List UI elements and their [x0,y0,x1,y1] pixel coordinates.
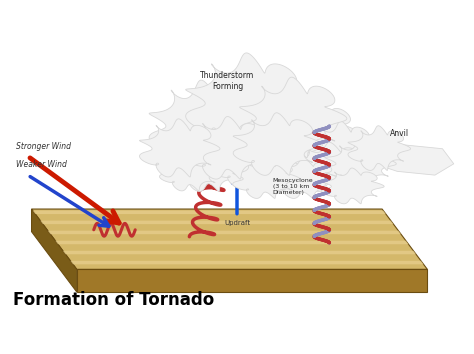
Text: Thunderstorm
Forming: Thunderstorm Forming [201,71,255,91]
Polygon shape [359,141,454,175]
Text: Weaker Wind: Weaker Wind [17,160,67,170]
Polygon shape [174,142,246,192]
Polygon shape [233,113,323,175]
Polygon shape [149,80,256,170]
Polygon shape [321,168,384,204]
Polygon shape [139,119,220,177]
Polygon shape [48,231,401,234]
Polygon shape [306,121,377,175]
Polygon shape [184,116,273,179]
Polygon shape [32,209,428,269]
Polygon shape [77,269,428,292]
Text: Anvil: Anvil [390,129,409,138]
Polygon shape [55,241,409,244]
Polygon shape [348,126,410,170]
Text: Formation of Tornado: Formation of Tornado [13,291,214,309]
Polygon shape [63,251,416,254]
Polygon shape [186,53,311,151]
Polygon shape [325,141,396,185]
Text: Stronger Wind: Stronger Wind [17,142,72,150]
Polygon shape [32,209,77,292]
Polygon shape [290,142,371,192]
Polygon shape [40,221,393,224]
Polygon shape [261,133,332,178]
Polygon shape [33,211,386,214]
Text: Updraft: Updraft [224,220,250,226]
Polygon shape [268,158,340,198]
Polygon shape [70,261,424,264]
Polygon shape [211,138,292,188]
Polygon shape [233,158,300,198]
Polygon shape [239,77,347,158]
Text: Mesocyclone
(3 to 10 km
Diameter): Mesocyclone (3 to 10 km Diameter) [273,178,313,195]
Polygon shape [279,102,359,164]
Polygon shape [159,151,222,191]
